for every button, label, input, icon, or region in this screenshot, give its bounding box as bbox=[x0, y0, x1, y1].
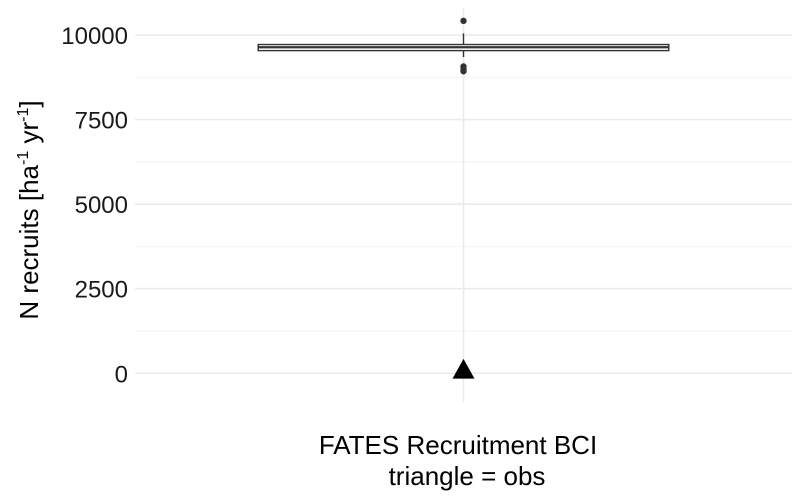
y-axis-title-mid: yr bbox=[14, 122, 44, 151]
y-tick-labels: 0 2500 5000 7500 10000 bbox=[61, 23, 128, 388]
x-axis-subtitle: triangle = obs bbox=[389, 461, 546, 491]
boxplot bbox=[257, 17, 670, 75]
y-tick-label: 5000 bbox=[75, 192, 128, 219]
y-axis-title-end: ] bbox=[14, 100, 44, 107]
y-tick-label: 0 bbox=[115, 361, 128, 388]
y-axis-title-sup2: -1 bbox=[15, 108, 32, 122]
y-tick-label: 2500 bbox=[75, 277, 128, 304]
observed-marker-layer bbox=[452, 358, 475, 379]
y-axis-title: N recruits [ha-1 yr-1] bbox=[14, 100, 44, 319]
outlier-point bbox=[460, 68, 467, 75]
y-tick-label: 10000 bbox=[61, 23, 128, 50]
y-axis-title-sup1: -1 bbox=[15, 151, 32, 165]
observed-triangle bbox=[452, 358, 475, 379]
y-tick-label: 7500 bbox=[75, 108, 128, 135]
outlier-point bbox=[460, 17, 467, 25]
x-category-label: FATES Recruitment BCI bbox=[319, 430, 597, 460]
y-axis-title-base: N recruits [ha bbox=[14, 164, 44, 319]
